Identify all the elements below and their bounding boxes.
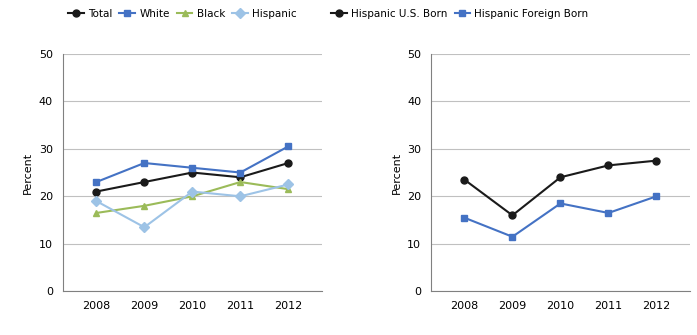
- Y-axis label: Percent: Percent: [392, 151, 401, 194]
- Legend: Total, White, Black, Hispanic, , Hispanic U.S. Born, Hispanic Foreign Born: Total, White, Black, Hispanic, , Hispani…: [68, 9, 588, 18]
- Y-axis label: Percent: Percent: [23, 151, 33, 194]
